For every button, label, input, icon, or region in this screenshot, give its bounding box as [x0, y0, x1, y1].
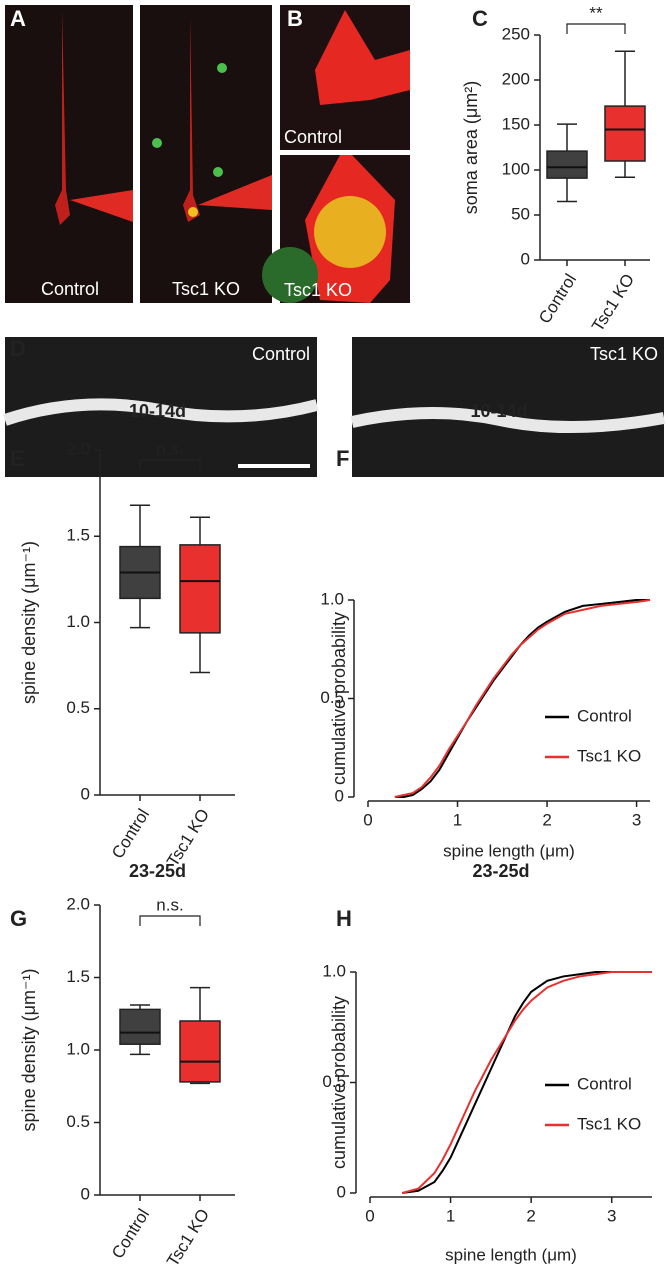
x-axis-label: spine length (μm) [443, 841, 575, 860]
cell [217, 63, 227, 73]
y-tick-label: 1.0 [322, 961, 346, 980]
cdf-line [401, 971, 652, 1194]
y-tick-label: 0.5 [322, 1072, 346, 1091]
significance-bracket [139, 915, 201, 926]
y-tick-label: 0 [81, 1184, 90, 1203]
image-label: Control [284, 127, 342, 147]
neuron [315, 10, 410, 105]
cell [213, 167, 223, 177]
pipette [198, 175, 272, 210]
box [546, 150, 588, 179]
micrograph [5, 5, 133, 303]
neuron [183, 15, 200, 222]
cell [152, 138, 162, 148]
nucleus [314, 196, 386, 268]
annotation: n.s. [156, 439, 183, 458]
panel-letter: E [10, 446, 25, 471]
legend-label: Tsc1 KO [577, 746, 641, 765]
panel-letter: H [336, 906, 352, 931]
y-tick-label: 150 [502, 114, 530, 133]
cdf-line [402, 971, 652, 1194]
dendrite [3, 398, 319, 426]
chart-title: 23-25d [472, 861, 529, 881]
y-axis-label: spine density (μm⁻¹) [19, 969, 39, 1132]
x-tick-label: 3 [607, 1206, 616, 1225]
y-axis-label: spine density (μm⁻¹) [19, 541, 39, 704]
significance-bracket [139, 459, 201, 470]
x-tick-label: Tsc1 KO [163, 1205, 213, 1270]
micrograph [140, 5, 272, 303]
legend-label: Tsc1 KO [577, 1114, 641, 1133]
x-tick-label: 2 [526, 1206, 535, 1225]
x-tick-label: 1 [446, 1206, 455, 1225]
y-axis-label: soma area (μm²) [461, 81, 481, 214]
x-tick-label: Control [108, 805, 153, 862]
image-label: Tsc1 KO [172, 279, 240, 299]
y-axis-label: cumulative probability [329, 996, 349, 1169]
cell [188, 207, 198, 217]
box [119, 1008, 161, 1045]
y-axis-label: cumulative probability [329, 612, 349, 785]
y-tick-label: 0 [335, 786, 344, 805]
y-tick-label: 0.5 [66, 1112, 90, 1131]
x-tick-label: 0 [365, 1206, 374, 1225]
box [179, 544, 221, 634]
y-tick-label: 200 [502, 69, 530, 88]
y-tick-label: 0.5 [320, 688, 344, 707]
image-label: Control [41, 279, 99, 299]
x-tick-label: Control [108, 1205, 153, 1262]
pipette [70, 190, 133, 222]
neuron [55, 10, 70, 225]
annotation: ** [589, 3, 603, 22]
y-tick-label: 0.5 [66, 698, 90, 717]
image-label: Tsc1 KO [590, 344, 658, 364]
y-tick-label: 1.5 [66, 526, 90, 545]
chart-title: 23-25d [129, 861, 186, 881]
panel-letter: F [336, 446, 349, 471]
y-tick-label: 0 [337, 1182, 346, 1201]
panel-letter: D [10, 336, 26, 361]
legend-label: Control [577, 706, 632, 725]
x-tick-label: Tsc1 KO [588, 270, 638, 335]
x-tick-label: 0 [363, 810, 372, 829]
cdf-line [394, 599, 650, 798]
image-label: Control [252, 344, 310, 364]
y-tick-label: 50 [511, 204, 530, 223]
y-tick-label: 250 [502, 24, 530, 43]
dendrite [350, 406, 666, 434]
x-tick-label: 1 [453, 810, 462, 829]
y-tick-label: 2.0 [66, 439, 90, 458]
x-tick-label: Control [535, 270, 580, 327]
annotation: n.s. [156, 895, 183, 914]
x-axis-label: spine length (μm) [445, 1245, 577, 1264]
x-tick-label: 3 [632, 810, 641, 829]
y-tick-label: 1.0 [66, 612, 90, 631]
chart-title: 10-14d [470, 401, 527, 421]
significance-bracket [566, 23, 626, 34]
y-tick-label: 0 [521, 249, 530, 268]
legend-label: Control [577, 1074, 632, 1093]
box [179, 1020, 221, 1083]
panel-letter: B [287, 6, 303, 31]
panel-letter: C [472, 6, 488, 31]
image-label: Tsc1 KO [284, 280, 352, 300]
y-tick-label: 2.0 [66, 894, 90, 913]
panel-letter: G [10, 906, 27, 931]
box [604, 105, 646, 162]
cell [262, 247, 318, 303]
panel-letter: A [10, 6, 26, 31]
y-tick-label: 100 [502, 159, 530, 178]
y-tick-label: 1.0 [320, 589, 344, 608]
y-tick-label: 0 [81, 784, 90, 803]
micrograph [352, 337, 664, 477]
x-tick-label: 2 [542, 810, 551, 829]
chart-title: 10-14d [129, 401, 186, 421]
y-tick-label: 1.5 [66, 967, 90, 986]
y-tick-label: 1.0 [66, 1039, 90, 1058]
cdf-line [394, 599, 651, 798]
